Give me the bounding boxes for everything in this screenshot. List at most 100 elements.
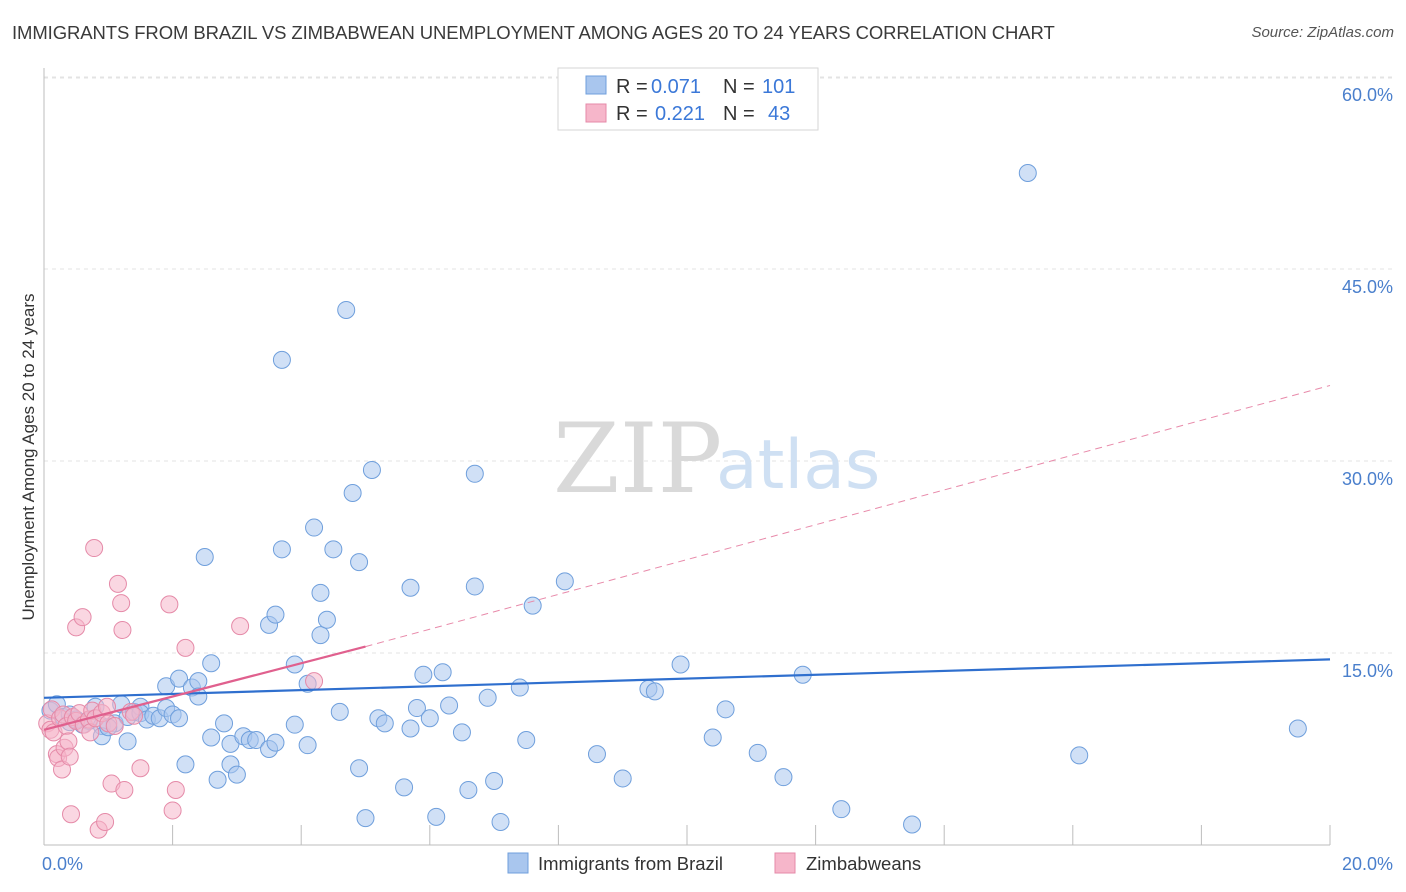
point-brazil-64 [375,714,394,733]
watermark-atlas: atlas [716,426,880,505]
watermark-zip: ZIP [553,403,722,515]
point-brazil-84 [555,572,574,591]
point-brazil-37 [227,765,246,784]
point-brazil-59 [350,759,369,778]
point-brazil-40 [247,731,266,750]
point-zimbabwe-35 [115,780,134,799]
point-brazil-54 [317,610,336,629]
point-brazil-81 [510,678,529,697]
point-brazil-33 [208,770,227,789]
point-brazil-47 [285,715,304,734]
trend-extension-1 [365,384,1331,648]
point-zimbabwe-32 [108,574,127,593]
point-brazil-89 [671,655,690,674]
point-brazil-99 [1288,719,1307,738]
point-brazil-26 [176,755,195,774]
tick-labels: 15.0% 30.0% 45.0% 60.0% 0.0% 20.0% [42,85,1393,874]
legend-r-value-2: 0.221 [655,103,705,125]
point-brazil-85 [587,745,606,764]
point-brazil-77 [465,577,484,596]
point-zimbabwe-42 [176,638,195,657]
point-brazil-14 [118,732,137,751]
point-brazil-79 [485,772,504,790]
point-zimbabwe-33 [112,594,131,613]
point-brazil-57 [337,300,356,319]
point-zimbabwe-30 [98,697,117,716]
point-brazil-72 [433,663,452,682]
point-zimbabwe-38 [131,759,150,778]
point-brazil-30 [195,548,214,566]
point-zimbabwe-18 [73,608,92,627]
point-brazil-93 [774,768,793,787]
point-brazil-91 [716,700,735,719]
y-axis-label: Unemployment Among Ages 20 to 24 years [19,294,38,621]
watermark: ZIP atlas [553,403,880,515]
bottom-legend-zimbabwe: Zimbabweans [806,853,921,874]
point-brazil-96 [903,815,922,834]
source-label: Source: ZipAtlas.com [1251,24,1394,41]
legend-swatch-brazil [585,75,607,95]
point-zimbabwe-23 [85,539,104,558]
point-brazil-60 [350,553,369,572]
point-brazil-24 [170,669,189,688]
point-brazil-45 [272,540,291,559]
point-brazil-75 [459,780,478,799]
point-brazil-97 [1018,164,1037,182]
point-brazil-46 [272,350,291,369]
data-points [38,164,1307,839]
bottom-legend-swatch-zimbabwe [774,852,796,874]
y-tick-label-3: 60.0% [1342,85,1393,105]
y-tick-label-1: 30.0% [1342,469,1393,489]
chart-title: IMMIGRANTS FROM BRAZIL VS ZIMBABWEAN UNE… [12,22,1055,43]
point-brazil-28 [189,672,208,691]
legend-r-value-1: 0.071 [651,76,701,98]
point-zimbabwe-41 [166,780,185,799]
point-brazil-58 [343,484,362,502]
point-brazil-66 [401,719,420,738]
point-brazil-74 [452,723,471,742]
x-tick-label-0: 0.0% [42,854,83,874]
x-tick-label-1: 20.0% [1342,854,1393,874]
trend-line-1 [43,645,366,731]
point-brazil-32 [202,728,221,747]
point-brazil-68 [407,699,426,718]
legend-n-value-2: 43 [768,103,790,125]
point-brazil-65 [395,778,414,797]
point-zimbabwe-13 [62,805,81,824]
point-zimbabwe-11 [59,732,78,751]
point-brazil-55 [324,540,343,559]
point-zimbabwe-44 [305,672,324,691]
point-brazil-52 [311,583,330,602]
point-brazil-71 [427,807,446,826]
legend-r-label-1: R = [616,76,648,98]
point-brazil-80 [491,812,510,831]
point-brazil-34 [215,714,234,733]
point-brazil-53 [311,626,330,645]
y-tick-label-0: 15.0% [1342,661,1393,681]
point-brazil-50 [298,736,317,755]
point-brazil-78 [478,688,497,707]
point-brazil-88 [645,682,664,701]
point-brazil-44 [266,733,285,752]
bottom-legend-swatch-brazil [507,852,529,874]
point-brazil-62 [362,460,381,479]
point-zimbabwe-34 [113,620,132,639]
point-zimbabwe-43 [231,617,250,636]
legend-box: R = 0.071 N = 101 R = 0.221 N = 43 [557,67,819,131]
point-brazil-95 [832,800,851,819]
trend-line-0 [43,658,1331,699]
point-brazil-70 [420,709,439,728]
point-brazil-56 [330,702,349,721]
point-brazil-82 [517,731,536,750]
bottom-legend-brazil: Immigrants from Brazil [538,853,723,874]
point-brazil-83 [523,596,542,615]
point-brazil-98 [1070,746,1089,765]
point-zimbabwe-31 [105,716,124,735]
point-brazil-51 [305,518,324,537]
point-brazil-73 [440,696,459,715]
point-zimbabwe-40 [163,801,182,820]
point-brazil-92 [748,743,767,762]
point-brazil-69 [414,665,433,684]
point-brazil-76 [465,464,484,483]
